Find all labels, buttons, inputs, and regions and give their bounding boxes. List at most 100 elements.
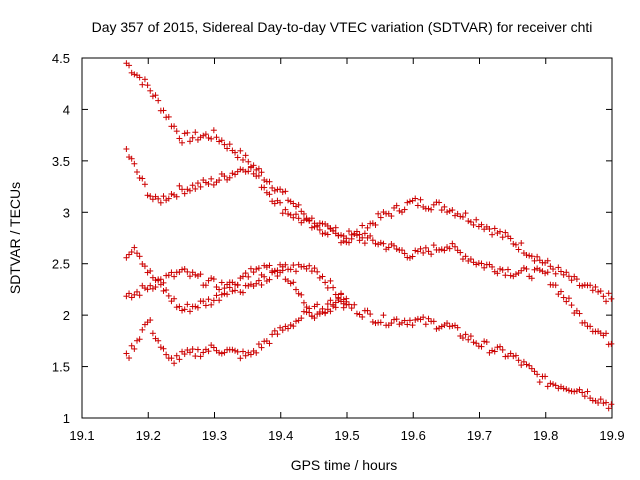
data-point [409, 322, 416, 329]
data-point [550, 381, 557, 388]
data-point [216, 349, 223, 356]
data-point [165, 195, 172, 202]
data-point [184, 268, 191, 275]
data-point [292, 318, 299, 325]
data-point [184, 301, 191, 308]
data-point [401, 250, 408, 257]
x-tick-label: 19.2 [136, 428, 161, 443]
data-point [544, 269, 551, 276]
data-point [144, 192, 151, 199]
data-point [393, 316, 400, 323]
data-point [486, 226, 493, 233]
data-point [141, 181, 148, 188]
data-point [179, 139, 186, 146]
data-point [555, 291, 562, 298]
data-point [261, 177, 268, 184]
data-point [473, 216, 480, 223]
data-point [258, 169, 265, 176]
data-point [139, 175, 146, 182]
data-point [213, 134, 220, 141]
data-point [290, 214, 297, 221]
data-point [560, 271, 567, 278]
data-point [200, 132, 207, 139]
data-point [279, 210, 286, 217]
data-point [126, 251, 133, 258]
data-point [534, 253, 541, 260]
data-point [247, 265, 254, 272]
data-point [277, 186, 284, 193]
data-point [343, 295, 350, 302]
data-point [364, 224, 371, 231]
data-point [388, 213, 395, 220]
data-point [192, 303, 199, 310]
data-point [131, 345, 138, 352]
data-point [489, 347, 496, 354]
data-point [208, 301, 215, 308]
data-point [338, 298, 345, 305]
data-point [430, 318, 437, 325]
data-point [181, 265, 188, 272]
data-point [218, 137, 225, 144]
data-point [285, 210, 292, 217]
data-point [298, 291, 305, 298]
data-point [160, 279, 167, 286]
data-point [526, 252, 533, 259]
data-point [298, 315, 305, 322]
y-tick-labels: 1 1.5 2 2.5 3 3.5 4 4.5 [52, 51, 70, 426]
data-point [300, 308, 307, 315]
data-point [451, 243, 458, 250]
data-point [436, 199, 443, 206]
data-point [290, 323, 297, 330]
x-tick-label: 19.4 [268, 428, 293, 443]
data-point [436, 247, 443, 254]
data-point [274, 273, 281, 280]
data-point [144, 286, 151, 293]
data-point [226, 279, 233, 286]
data-point [176, 356, 183, 363]
data-point [149, 93, 156, 100]
data-point [478, 260, 485, 267]
data-point [250, 269, 257, 276]
data-point [226, 174, 233, 181]
data-point [226, 284, 233, 291]
data-point [192, 129, 199, 136]
data-point [279, 189, 286, 196]
data-point [552, 382, 559, 389]
data-point [136, 174, 143, 181]
data-point [481, 338, 488, 345]
data-point [361, 240, 368, 247]
data-point [330, 303, 337, 310]
data-point [194, 180, 201, 187]
data-point [322, 279, 329, 286]
data-point [581, 393, 588, 400]
x-tick-label: 19.1 [69, 428, 94, 443]
data-point [579, 282, 586, 289]
data-point [136, 336, 143, 343]
data-point [173, 304, 180, 311]
data-point [186, 273, 193, 280]
data-point [123, 146, 130, 153]
data-point [189, 269, 196, 276]
data-point [470, 221, 477, 228]
data-point [369, 237, 376, 244]
data-point [147, 193, 154, 200]
data-point [261, 262, 268, 269]
data-point [266, 262, 273, 269]
data-point [255, 341, 262, 348]
data-point [194, 304, 201, 311]
data-point [311, 265, 318, 272]
data-point [149, 196, 156, 203]
data-point [202, 302, 209, 309]
data-point [340, 238, 347, 245]
data-point [579, 389, 586, 396]
data-point [316, 226, 323, 233]
data-point [459, 256, 466, 263]
data-point [292, 211, 299, 218]
data-point [428, 206, 435, 213]
data-point [282, 188, 289, 195]
data-point [489, 263, 496, 270]
data-point [147, 87, 154, 94]
data-point [263, 277, 270, 284]
data-point [412, 316, 419, 323]
